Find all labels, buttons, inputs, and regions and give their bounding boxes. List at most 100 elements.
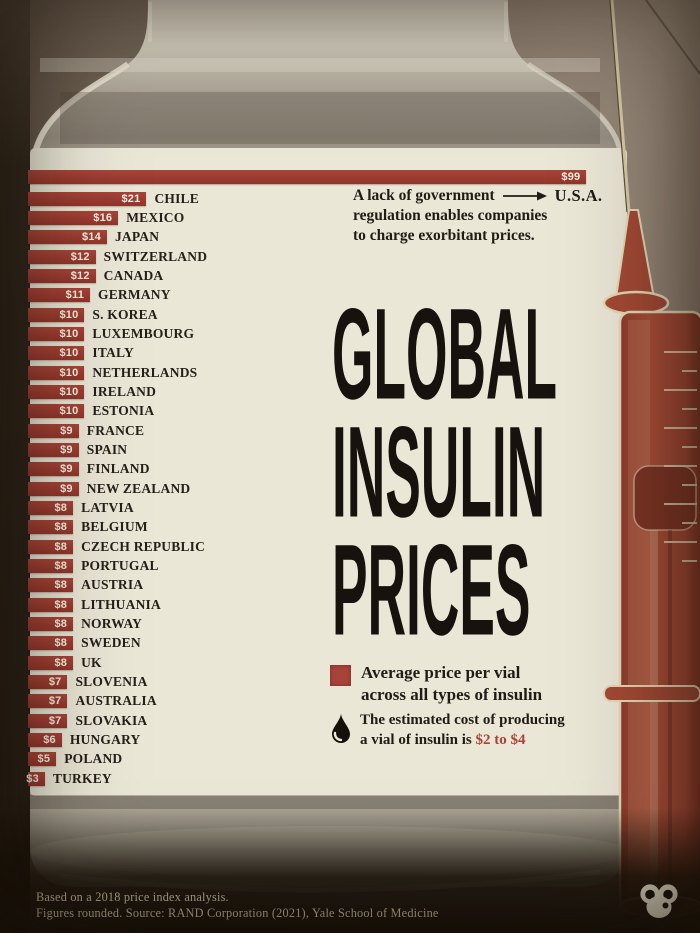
bar-row: $16 MEXICO — [28, 208, 184, 227]
usa-annotation: A lack of government U.S.A. regulation e… — [353, 186, 603, 246]
bar-row: $8 BELGIUM — [28, 518, 148, 537]
poster-title-line-1: GLOBAL — [332, 283, 558, 427]
bar-row: $11 GERMANY — [28, 286, 171, 305]
price-label: $7 — [48, 714, 62, 727]
bar-row: $9 NEW ZEALAND — [28, 479, 190, 498]
price-bar: $8 — [28, 500, 74, 515]
bar-row: $10 IRELAND — [28, 382, 156, 401]
price-label: $7 — [48, 676, 62, 688]
annotation-line-1: A lack of government — [353, 187, 495, 204]
bar-row: $6 HUNGARY — [28, 731, 141, 750]
syringe-illustration — [602, 0, 700, 917]
price-bar: $8 — [28, 616, 74, 631]
country-label: AUSTRIA — [81, 577, 144, 593]
price-bar: $5 — [28, 752, 57, 767]
country-label: POLAND — [64, 751, 123, 767]
country-label: LUXEMBOURG — [92, 325, 195, 341]
price-bar: $6 — [28, 733, 62, 748]
left-shadow-strip — [0, 0, 30, 933]
bar-row: $5 POLAND — [28, 750, 122, 769]
insulin-vial-illustration — [30, 0, 630, 893]
bar-row: $8 SWEDEN — [28, 634, 141, 653]
price-label: $7 — [48, 695, 62, 708]
country-label: NETHERLANDS — [92, 364, 198, 380]
price-label: $10 — [59, 308, 79, 321]
bar-row: $3 TURKEY — [26, 769, 112, 788]
bar-row: $10 S. KOREA — [28, 305, 158, 324]
bar-row: $9 FRANCE — [28, 421, 144, 440]
country-label: FINLAND — [86, 461, 150, 477]
price-bar: $10 — [28, 384, 85, 399]
price-label: $8 — [54, 579, 68, 592]
country-label: LITHUANIA — [81, 596, 161, 612]
bar-row: $9 SPAIN — [28, 440, 127, 459]
country-label: ITALY — [92, 345, 134, 361]
country-label: BELGIUM — [81, 519, 148, 535]
bar-row: $10 LUXEMBOURG — [28, 324, 194, 343]
bar-row: $10 ESTONIA — [28, 402, 154, 421]
country-label: SLOVAKIA — [75, 712, 148, 728]
annotation-line-3: to charge exorbitant prices. — [353, 227, 535, 244]
price-label-usa: $99 — [561, 171, 581, 183]
bottom-dark-band — [0, 808, 700, 933]
price-label: $21 — [121, 192, 141, 205]
price-bar: $8 — [28, 558, 74, 573]
price-bar: $10 — [28, 404, 85, 419]
price-bar: $21 — [28, 191, 147, 206]
country-label: UK — [81, 654, 102, 670]
price-bar: $8 — [28, 520, 74, 535]
price-label: $9 — [60, 424, 73, 437]
price-bar: $9 — [28, 481, 79, 496]
price-label: $10 — [59, 405, 79, 418]
bar-row: $8 CZECH REPUBLIC — [28, 537, 205, 556]
country-label: SPAIN — [86, 441, 128, 457]
country-label: S. KOREA — [92, 306, 158, 322]
legend-average-price: Average price per vial across all types … — [330, 662, 542, 705]
legend-cost-highlight: $2 to $4 — [475, 732, 526, 748]
legend-cost-line-1: The estimated cost of producing — [360, 712, 565, 728]
price-label: $10 — [59, 385, 79, 398]
annotation-target: U.S.A. — [554, 186, 603, 205]
country-label: MEXICO — [126, 209, 185, 225]
vial-label — [30, 148, 627, 796]
annotation-line-2: regulation enables companies — [353, 207, 548, 224]
bar-row: $7 SLOVENIA — [28, 673, 148, 692]
bar-row: $8 PORTUGAL — [28, 556, 159, 575]
price-label: $3 — [26, 772, 39, 785]
bored-panda-logo-icon — [640, 884, 678, 918]
price-bar: $7 — [28, 713, 68, 728]
bar-row: $10 ITALY — [28, 344, 134, 363]
legend-cost-line-2: a vial of insulin is $2 to $4 — [360, 730, 565, 750]
price-label: $8 — [54, 501, 68, 514]
price-label: $9 — [60, 443, 73, 456]
price-label: $9 — [60, 463, 73, 476]
footer-source: Based on a 2018 price index analysis. Fi… — [36, 890, 439, 921]
bar-row: $14 JAPAN — [28, 228, 159, 247]
price-label: $10 — [59, 347, 79, 360]
droplet-icon — [332, 713, 350, 743]
price-bar: $11 — [28, 288, 91, 303]
country-label: SLOVENIA — [75, 674, 148, 689]
price-bar: $10 — [28, 365, 85, 380]
country-label: NORWAY — [81, 615, 143, 631]
price-bar: $8 — [28, 655, 74, 670]
bar-row: $12 SWITZERLAND — [28, 247, 207, 266]
price-bar: $10 — [28, 346, 85, 361]
price-label: $12 — [70, 250, 90, 263]
country-label: PORTUGAL — [81, 557, 159, 573]
price-bar: $10 — [28, 326, 85, 341]
country-label: IRELAND — [92, 383, 157, 399]
backdrop-crease — [645, 0, 700, 75]
price-label: $14 — [82, 231, 101, 244]
plunger-handle — [603, 685, 700, 702]
price-label: $8 — [54, 559, 68, 572]
country-label: GERMANY — [98, 287, 171, 303]
price-label: $10 — [59, 366, 79, 379]
bar-row-usa: $99 — [28, 170, 587, 184]
price-label: $8 — [54, 637, 68, 650]
country-label: SWITZERLAND — [103, 248, 208, 264]
bar-row: $7 SLOVAKIA — [28, 711, 147, 730]
price-bar: $7 — [28, 675, 68, 689]
price-bar: $8 — [28, 636, 74, 651]
